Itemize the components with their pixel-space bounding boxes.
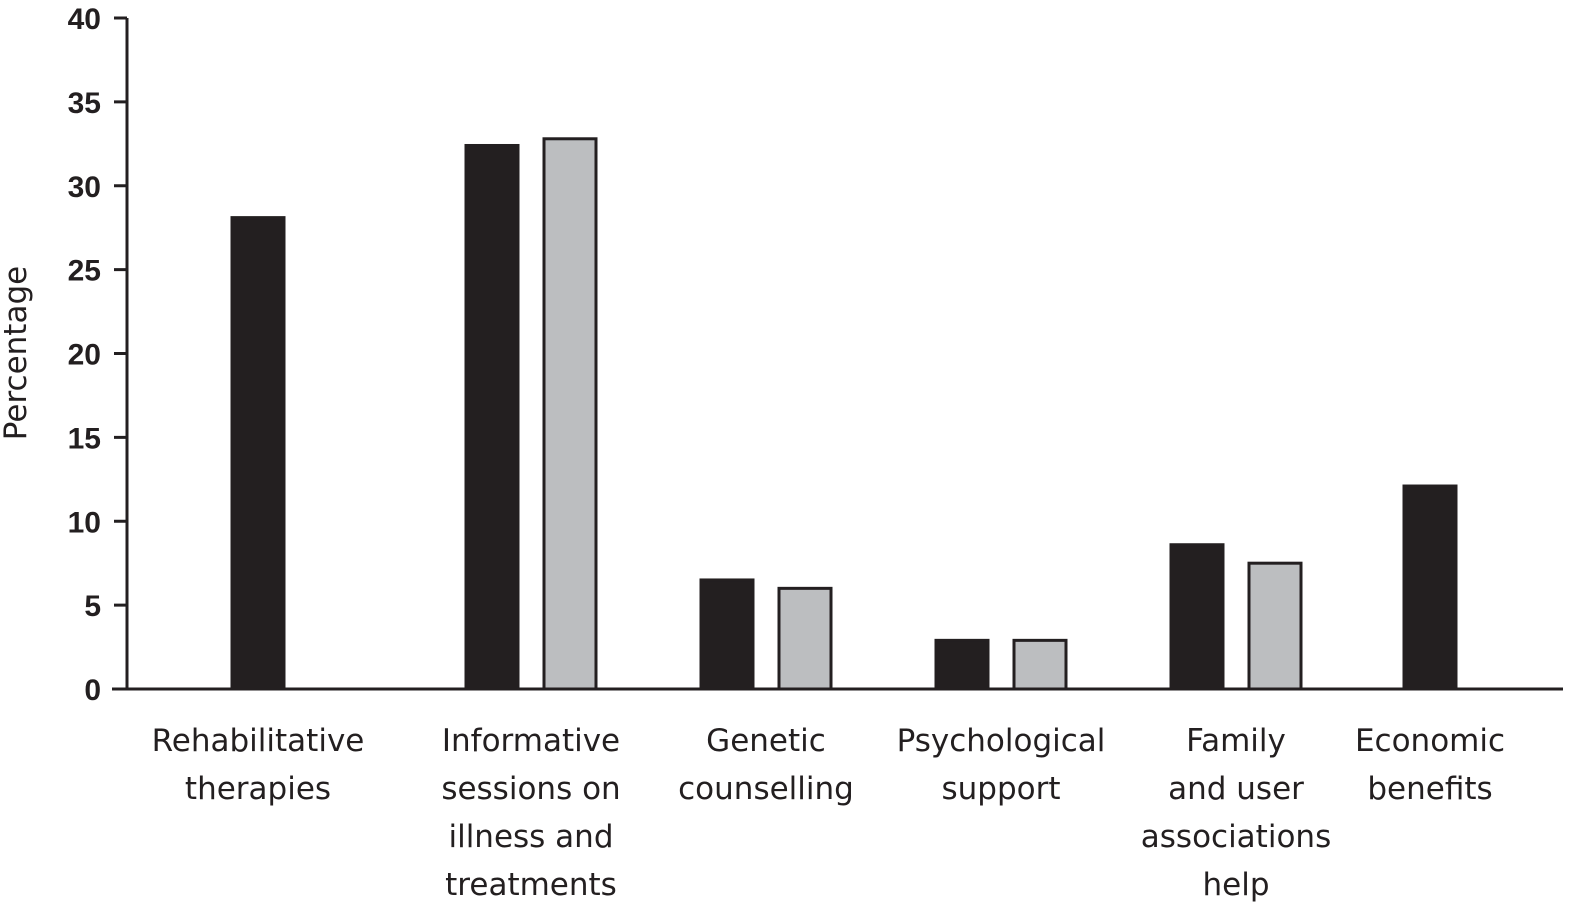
x-category-label-line: sessions on	[441, 771, 620, 807]
bar-series2-category4	[1012, 638, 1068, 691]
x-category-label-line: associations	[1141, 819, 1331, 855]
x-category-label: Rehabilitative therapies	[152, 723, 365, 807]
x-category-label-line: support	[941, 771, 1060, 807]
bar-series1-category5	[1169, 543, 1225, 691]
x-category-label: Economic benefits	[1355, 723, 1505, 807]
bar-series2-category5	[1247, 561, 1303, 691]
y-axis-label: Percentage	[0, 266, 34, 440]
y-tick-label: 5	[84, 590, 101, 623]
y-tick-label: 25	[68, 255, 101, 288]
bar-series1-category3	[699, 578, 755, 691]
x-category-label-line: illness and	[448, 819, 613, 855]
y-axis-ticks: 0 5 10 15 20 25 30 35 40	[68, 3, 127, 707]
x-category-label-line: counselling	[678, 771, 854, 807]
x-category-label: Psychological support	[897, 723, 1106, 807]
bar-series1-category2	[464, 143, 520, 691]
bars	[230, 137, 1458, 691]
x-category-label-line: and user	[1168, 771, 1304, 807]
x-category-label: Family and user associations help	[1141, 723, 1331, 903]
y-tick-label: 20	[68, 339, 101, 372]
x-category-label-line: therapies	[185, 771, 331, 807]
x-category-label-line: help	[1202, 867, 1269, 903]
y-tick-label: 15	[68, 422, 101, 455]
x-category-label-line: Family	[1186, 723, 1286, 759]
x-category-label-line: Informative	[442, 723, 620, 759]
y-tick-label: 40	[68, 3, 101, 36]
x-category-label-line: Rehabilitative	[152, 723, 365, 759]
x-category-label: Genetic counselling	[678, 723, 854, 807]
y-tick-label: 0	[84, 674, 101, 707]
y-tick-label: 30	[68, 171, 101, 204]
y-tick-label: 10	[68, 506, 101, 539]
bar-series1-category1	[230, 216, 286, 691]
x-category-label-line: Economic	[1355, 723, 1505, 759]
y-tick-label: 35	[68, 87, 101, 120]
x-axis-category-labels: Rehabilitative therapies Informative sessio…	[152, 723, 1505, 903]
bar-series1-category4	[934, 638, 990, 691]
x-category-label-line: treatments	[445, 867, 617, 903]
bar-series2-category2	[542, 137, 598, 691]
bar-series2-category3	[777, 586, 833, 691]
x-category-label-line: benefits	[1367, 771, 1492, 807]
x-category-label-line: Psychological	[897, 723, 1106, 759]
x-category-label: Informative sessions on illness and treatme…	[441, 723, 620, 903]
x-category-label-line: Genetic	[706, 723, 826, 759]
bar-series1-category6	[1402, 484, 1458, 691]
